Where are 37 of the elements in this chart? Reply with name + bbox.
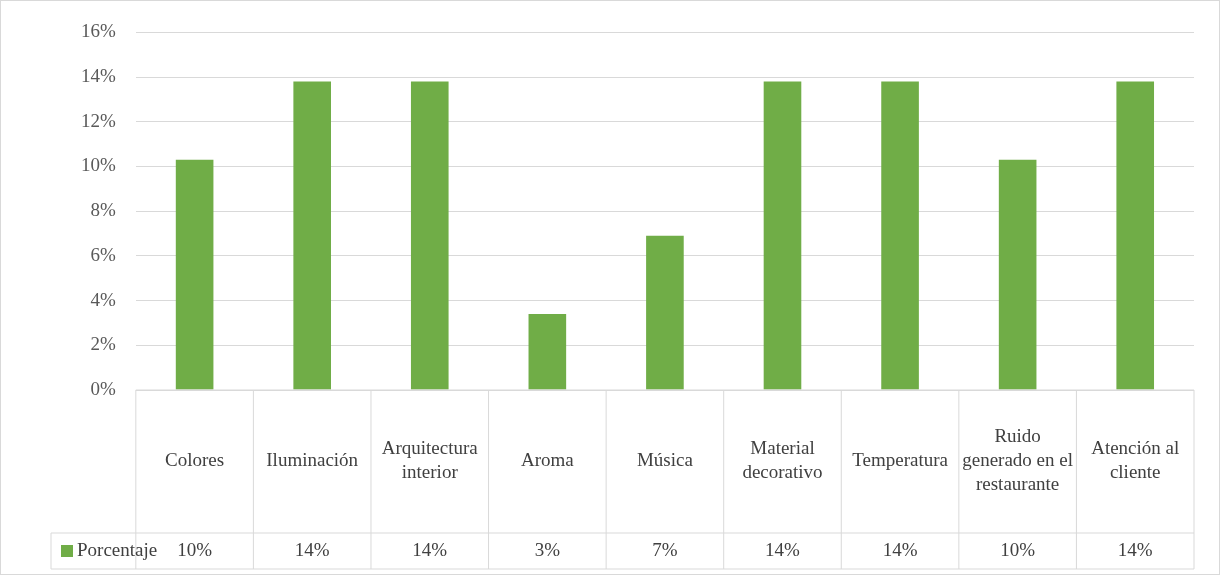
bar — [646, 235, 684, 390]
x-tick-label: Música — [636, 449, 694, 471]
x-tick-label: Atención al cliente — [1091, 437, 1180, 483]
y-tick-label: 6% — [90, 243, 116, 265]
bar — [881, 81, 919, 390]
y-tick-label: 12% — [81, 109, 116, 131]
y-tick-label: 8% — [90, 199, 116, 221]
data-label: 14% — [765, 538, 801, 560]
data-label: 14% — [294, 538, 330, 560]
data-label: 14% — [1117, 538, 1153, 560]
y-tick-label: 10% — [81, 154, 116, 176]
data-label: 10% — [177, 538, 213, 560]
y-tick-label: 16% — [81, 20, 116, 42]
bar — [763, 81, 802, 390]
y-tick-label: 4% — [90, 288, 116, 310]
y-tick-label: 2% — [90, 333, 116, 355]
bar — [528, 314, 567, 390]
bar — [175, 159, 214, 390]
x-tick-label: Ruido generado en el restaurante — [962, 425, 1074, 495]
data-label: 7% — [652, 538, 678, 560]
data-label: 3% — [534, 538, 561, 560]
x-tick-label: Temperatura — [852, 449, 949, 471]
x-tick-label: Aroma — [520, 449, 575, 471]
x-tick-label: Colores — [165, 449, 225, 471]
bar — [998, 159, 1037, 390]
y-tick-label: 14% — [81, 65, 116, 87]
y-tick-label: 0% — [90, 377, 116, 399]
data-label: 10% — [1000, 538, 1036, 560]
x-tick-label: Material decorativo — [742, 437, 823, 483]
bar — [293, 81, 331, 390]
data-label: 14% — [412, 538, 448, 560]
bar — [1116, 81, 1155, 390]
x-tick-label: Arquitectura interior — [381, 437, 479, 483]
legend-label: Porcentaje — [77, 538, 158, 560]
x-tick-label: Iluminación — [266, 449, 359, 471]
bar — [410, 81, 449, 390]
data-label: 14% — [882, 538, 918, 560]
